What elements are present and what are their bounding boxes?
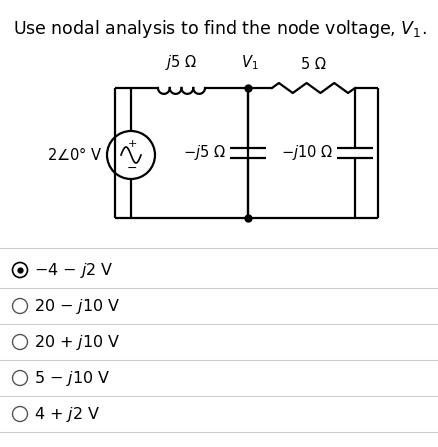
Text: 5 $-$ $j$10 V: 5 $-$ $j$10 V bbox=[34, 368, 110, 388]
Text: 2$\angle$0° V: 2$\angle$0° V bbox=[47, 147, 103, 164]
Text: +: + bbox=[127, 139, 136, 149]
Text: $-j$10 Ω: $-j$10 Ω bbox=[280, 143, 332, 163]
Text: $j$5 Ω: $j$5 Ω bbox=[165, 53, 197, 72]
Text: 20 $+$ $j$10 V: 20 $+$ $j$10 V bbox=[34, 333, 120, 351]
Text: $V_1$: $V_1$ bbox=[241, 53, 258, 72]
Text: 4 $+$ $j$2 V: 4 $+$ $j$2 V bbox=[34, 405, 100, 423]
Text: 20 $-$ $j$10 V: 20 $-$ $j$10 V bbox=[34, 296, 120, 316]
Text: $-$4 $-$ $j$2 V: $-$4 $-$ $j$2 V bbox=[34, 261, 113, 279]
Text: $-j$5 Ω: $-j$5 Ω bbox=[183, 143, 226, 163]
Text: −: − bbox=[127, 161, 137, 174]
Text: 5 Ω: 5 Ω bbox=[300, 57, 325, 72]
Text: Use nodal analysis to find the node voltage, $V_1$.: Use nodal analysis to find the node volt… bbox=[13, 18, 426, 40]
